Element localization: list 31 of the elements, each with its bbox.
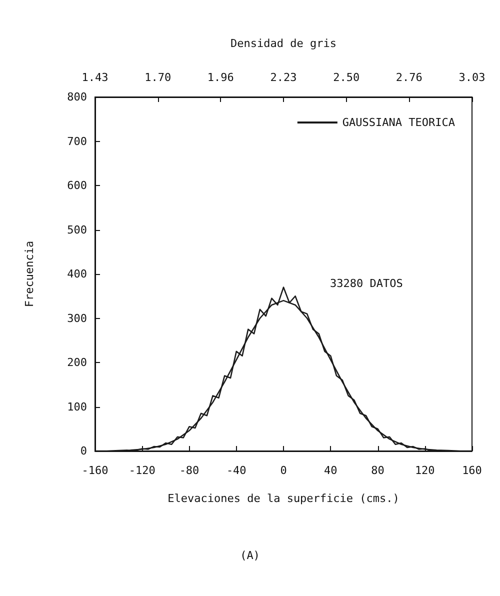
x2-tick-label: 2.76 (396, 71, 422, 84)
x-tick-label: -40 (226, 464, 246, 477)
x2-tick-label: 1.43 (82, 71, 108, 84)
x-tick-label: -160 (82, 464, 108, 477)
x2-tick-label: 1.70 (144, 71, 172, 84)
y-tick-label: 100 (67, 400, 87, 414)
x-tick-label: -120 (128, 464, 156, 477)
x2-tick-label: 3.03 (458, 71, 486, 84)
legend-label: GAUSSIANA TEORICA (342, 116, 456, 129)
text: (A) (240, 549, 260, 562)
y-tick-label: 800 (67, 90, 87, 104)
x-tick-label: 160 (462, 464, 482, 477)
y-tick-label: 0 (80, 444, 87, 458)
x-tick-label: 80 (371, 464, 384, 477)
x2-tick-label: 2.23 (270, 71, 297, 84)
x2-axis-title: Densidad de gris (230, 37, 336, 50)
x2-tick-label: 2.50 (333, 71, 360, 84)
x-tick-label: 40 (324, 464, 338, 477)
y-axis-title: Frecuencia (23, 240, 36, 308)
y-tick-label: 700 (67, 134, 87, 148)
annotation: 33280 DATOS (330, 277, 403, 290)
y-tick-label: 400 (67, 268, 87, 280)
y-tick-label: 600 (67, 179, 87, 192)
x2-tick-label: 1.96 (207, 71, 234, 84)
y-tick-label: 300 (67, 312, 87, 325)
y-tick-label: 500 (67, 223, 87, 236)
x-tick-label: 120 (414, 464, 435, 477)
x-tick-label: -80 (179, 464, 200, 477)
x-tick-label: 0 (280, 464, 287, 477)
y-tick-label: 200 (67, 356, 87, 369)
x-axis-title: Elevaciones de la superficie (cms.) (168, 492, 400, 505)
